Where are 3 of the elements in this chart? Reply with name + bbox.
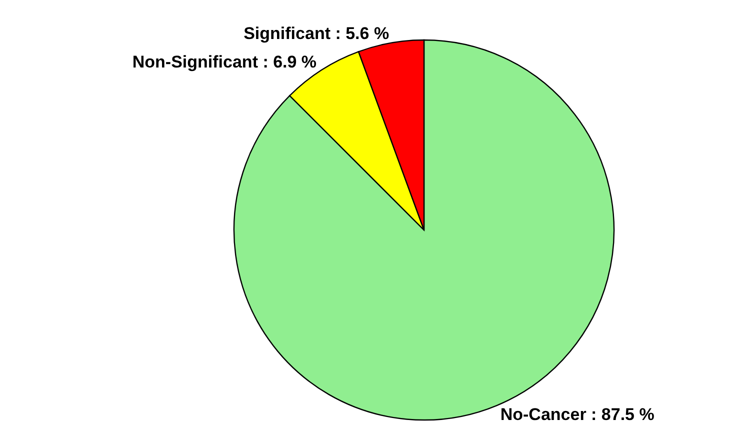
slice-label: Non-Significant : 6.9 % — [132, 52, 317, 72]
slice-label: No-Cancer : 87.5 % — [500, 404, 654, 424]
slice-label: Significant : 5.6 % — [244, 24, 390, 44]
